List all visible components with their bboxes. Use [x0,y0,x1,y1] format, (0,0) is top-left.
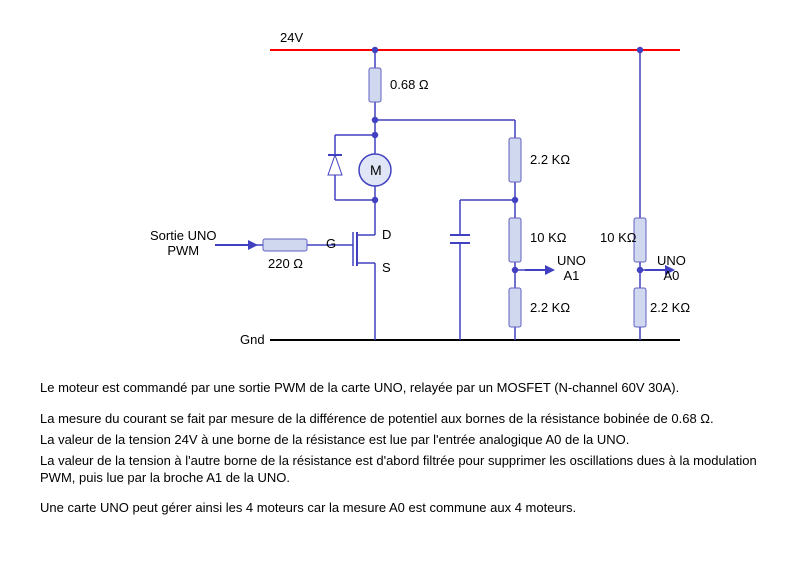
label-motor: M [370,162,382,178]
label-r10k-2: 10 KΩ [600,230,636,245]
label-24v: 24V [280,30,303,45]
label-gate: G [326,236,336,251]
label-source: S [382,260,391,275]
label-gnd: Gnd [240,332,265,347]
label-uno-a0: UNOA0 [657,253,686,283]
label-r220: 220 Ω [268,256,303,271]
label-r10k-1: 10 KΩ [530,230,566,245]
circuit-diagram: 24V Gnd 0.68 Ω 2.2 KΩ 10 KΩ 2.2 KΩ 10 KΩ… [120,20,680,360]
circuit-svg [120,20,680,360]
label-r22k-1: 2.2 KΩ [530,152,570,167]
desc-p3: La valeur de la tension 24V à une borne … [40,432,760,449]
description-text: Le moteur est commandé par une sortie PW… [40,380,760,517]
desc-p1: Le moteur est commandé par une sortie PW… [40,380,760,397]
label-drain: D [382,227,391,242]
desc-p5: Une carte UNO peut gérer ainsi les 4 mot… [40,500,760,517]
label-r068: 0.68 Ω [390,77,429,92]
desc-p2: La mesure du courant se fait par mesure … [40,411,760,428]
label-r22k-2: 2.2 KΩ [530,300,570,315]
label-uno-a1: UNOA1 [557,253,586,283]
label-pwm: Sortie UNOPWM [150,228,216,258]
label-r22k-3: 2.2 KΩ [650,300,690,315]
desc-p4: La valeur de la tension à l'autre borne … [40,453,760,487]
